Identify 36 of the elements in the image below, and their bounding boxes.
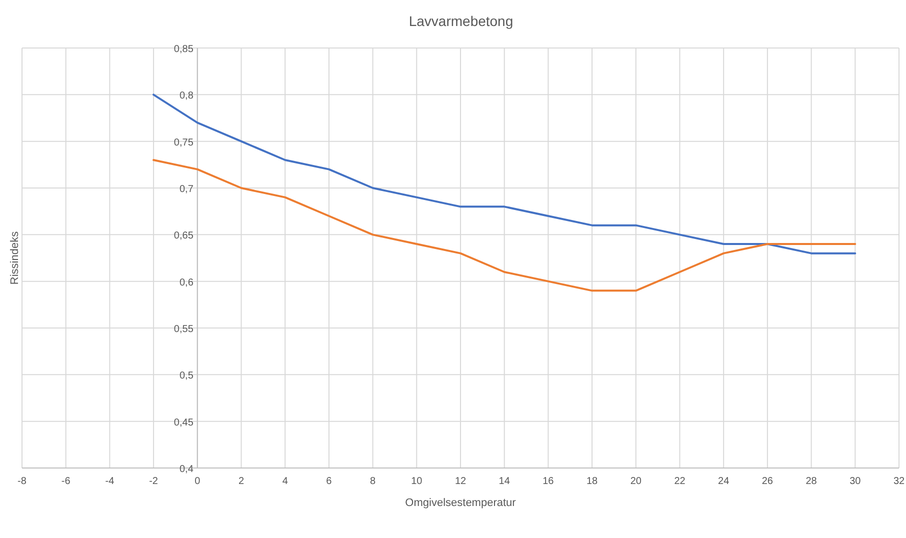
x-tick-label: 16 [542, 476, 554, 487]
y-tick-label: 0,8 [179, 90, 194, 102]
x-tick-label: 8 [370, 476, 376, 487]
x-tick-label: 14 [498, 476, 510, 487]
x-tick-label: 12 [454, 476, 466, 487]
x-tick-label: 4 [282, 476, 288, 487]
y-tick-label: 0,5 [179, 370, 194, 382]
line-series [152, 94, 856, 254]
chart-title: Lavvarmebetong [408, 13, 514, 29]
x-axis-title: Omgivelsestemperatur [405, 497, 516, 509]
x-tick-label: 6 [326, 476, 332, 487]
y-tick-label: 0,85 [174, 44, 194, 55]
x-tick-label: 10 [411, 476, 423, 487]
x-tick-label: -4 [105, 476, 115, 487]
x-tick-label: 20 [630, 476, 642, 487]
line-series [152, 159, 856, 292]
x-tick-label: -6 [61, 476, 71, 487]
x-tick-label: 0 [194, 476, 201, 487]
x-tick-label: 26 [762, 476, 774, 487]
y-tick-label: 0,7 [179, 184, 194, 195]
x-tick-label: 30 [850, 476, 862, 487]
y-tick-label: 0,6 [179, 277, 194, 288]
x-tick-label: -2 [149, 476, 158, 487]
x-tick-label: 24 [718, 476, 730, 487]
y-tick-label: 0,45 [174, 417, 194, 428]
x-tick-label: 2 [238, 476, 244, 487]
y-tick-label: 0,75 [174, 137, 194, 148]
y-tick-label: 0,55 [174, 324, 194, 335]
x-tick-label: 18 [586, 476, 598, 487]
y-axis-title: Rissindeks [9, 230, 21, 285]
x-tick-label: 28 [806, 476, 818, 487]
x-tick-label: 22 [674, 476, 686, 487]
y-tick-label: 0,65 [174, 230, 194, 242]
y-tick-label: 0,4 [179, 464, 194, 475]
x-tick-label: -8 [18, 476, 27, 487]
x-tick-label: 32 [893, 476, 905, 487]
